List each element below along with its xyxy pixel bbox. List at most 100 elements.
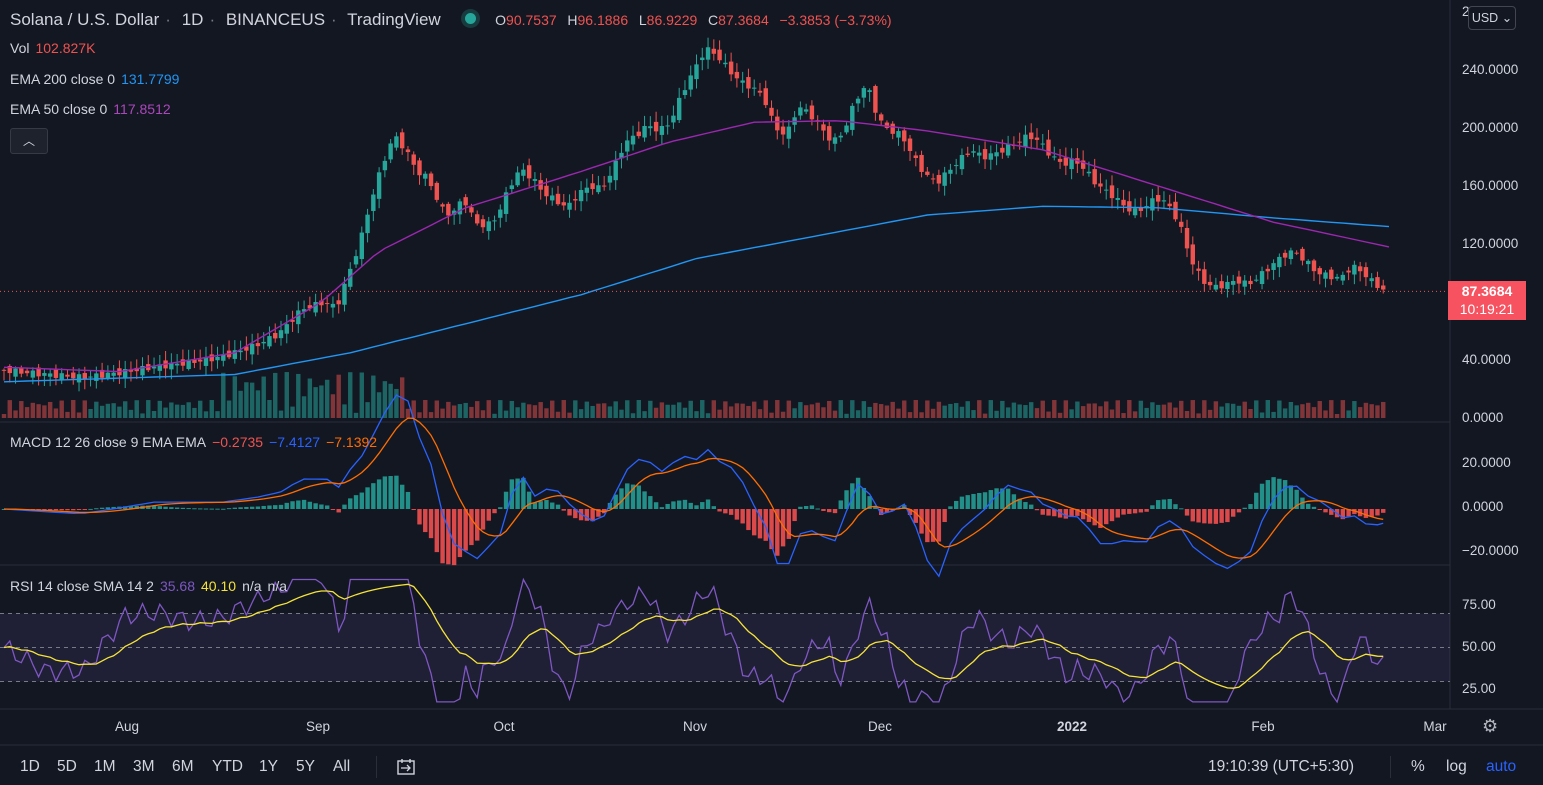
vol-legend[interactable]: Vol 102.827K [10, 40, 96, 56]
macd-histogram-bar [1190, 509, 1195, 522]
macd-histogram-bar [1127, 509, 1132, 514]
rsi-legend[interactable]: RSI 14 close SMA 14 2 35.68 40.10 n/a n/a [10, 578, 287, 594]
candle-body [746, 77, 751, 89]
macd-histogram-bar [1236, 509, 1242, 513]
macd-histogram-bar [803, 506, 809, 509]
candle-body [53, 369, 59, 378]
candle-body [47, 373, 53, 377]
volume-bar [307, 378, 313, 418]
macd-histogram-bar [151, 505, 157, 509]
macd-histogram-bar [590, 509, 595, 522]
candle-body [1057, 158, 1063, 162]
timeframe-6m[interactable]: 6M [172, 758, 194, 775]
macd-histogram-bar [728, 509, 734, 515]
volume-bar [607, 406, 613, 418]
interval[interactable]: 1D [181, 10, 204, 29]
candle-body [1282, 252, 1288, 258]
timeframe-1m[interactable]: 1M [94, 758, 116, 775]
macd-histogram-bar [965, 495, 970, 509]
timeframe-5d[interactable]: 5D [57, 758, 77, 775]
macd-histogram-bar [278, 504, 284, 509]
macd-histogram-bar [428, 509, 434, 539]
volume-bar [169, 402, 174, 418]
candle-body [769, 107, 774, 116]
percent-toggle[interactable]: % [1411, 758, 1425, 775]
candle-body [1242, 280, 1247, 287]
candle-body [342, 283, 347, 305]
candle-body [902, 130, 907, 142]
macd-histogram-bar [88, 508, 93, 510]
symbol-title[interactable]: Solana / U.S. Dollar [10, 10, 160, 29]
volume-bar [475, 401, 480, 418]
timeframe-all[interactable]: All [333, 758, 351, 775]
volume-bar [65, 411, 70, 418]
price-tick: 200.0000 [1462, 120, 1519, 135]
volume-bar [232, 376, 238, 418]
candle-body [1173, 201, 1178, 220]
candle-body [440, 204, 445, 207]
macd-histogram-bar [65, 509, 70, 511]
candle-body [1046, 139, 1051, 156]
volume-bar [359, 372, 364, 418]
volume-bar [1132, 411, 1138, 418]
candle-body [480, 219, 486, 228]
candle-body [925, 171, 930, 175]
ema50-legend[interactable]: EMA 50 close 0 117.8512 [10, 101, 171, 117]
macd-histogram-bar [1144, 509, 1149, 512]
volume-bar [676, 402, 682, 418]
volume-bar [619, 409, 624, 418]
time-tick: Dec [867, 719, 893, 734]
volume-bar [1115, 400, 1120, 418]
ema200-legend[interactable]: EMA 200 close 0 131.7799 [10, 71, 180, 87]
volume-bar [192, 407, 197, 418]
timeframe-5y[interactable]: 5Y [296, 758, 315, 775]
macd-histogram-bar [169, 507, 174, 509]
macd-histogram-bar [480, 509, 486, 530]
candle-body [1300, 248, 1305, 261]
macd-histogram-bar [1121, 509, 1126, 515]
macd-histogram-bar [688, 502, 693, 509]
volume-bar [249, 382, 255, 418]
timeframe-ytd[interactable]: YTD [212, 758, 243, 775]
candle-body [584, 187, 590, 193]
clock-timezone[interactable]: 19:10:39 (UTC+5:30) [1208, 758, 1355, 775]
macd-histogram-bar [930, 509, 936, 542]
calendar-goto-icon[interactable] [396, 757, 416, 777]
volume-bar [717, 409, 722, 418]
candle-body [884, 122, 890, 128]
macd-histogram-bar [907, 509, 913, 515]
auto-toggle[interactable]: auto [1486, 758, 1517, 775]
currency-button[interactable]: USD ⌄ [1468, 6, 1516, 30]
macd-histogram-bar [861, 487, 867, 509]
time-tick: Sep [305, 719, 331, 734]
candle-body [532, 179, 538, 181]
timeframe-1d[interactable]: 1D [20, 758, 40, 775]
volume-bar [919, 412, 924, 418]
volume-bar [786, 400, 792, 418]
collapse-legend-button[interactable]: ︿ [10, 128, 48, 154]
volume-bar [319, 385, 324, 418]
candle-body [284, 324, 289, 334]
volume-bar [1173, 407, 1178, 418]
candle-body [1254, 279, 1259, 281]
macd-histogram-bar [336, 509, 341, 513]
macd-histogram-bar [1000, 488, 1005, 509]
candle-body [561, 202, 566, 206]
volume-bar [561, 400, 566, 418]
volume-bar [428, 412, 434, 418]
timeframe-1y[interactable]: 1Y [259, 758, 278, 775]
settings-gear-icon[interactable]: ⚙ [1482, 716, 1499, 736]
timeframe-3m[interactable]: 3M [133, 758, 155, 775]
candle-body [625, 140, 630, 152]
volume-bar [636, 400, 641, 418]
volume-bar [734, 403, 740, 418]
last-price-tag: 87.3684 10:19:21 [1448, 281, 1526, 320]
log-toggle[interactable]: log [1446, 758, 1467, 775]
volume-bar [186, 402, 191, 418]
volume-bar [330, 394, 336, 418]
volume-bar [959, 406, 965, 418]
macd-legend[interactable]: MACD 12 26 close 9 EMA EMA −0.2735 −7.4127… [10, 434, 378, 450]
macd-tick: 20.0000 [1462, 455, 1511, 470]
macd-histogram-bar [47, 509, 53, 511]
